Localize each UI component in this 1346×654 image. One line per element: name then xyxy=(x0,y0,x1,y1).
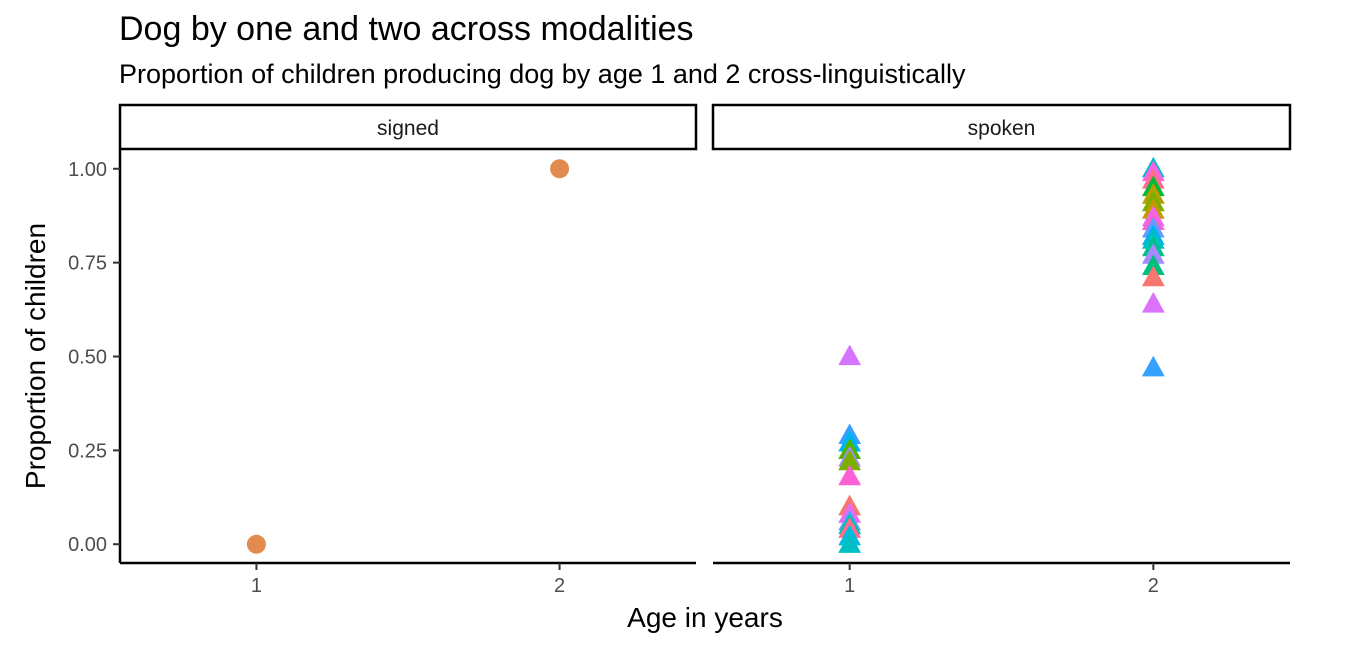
chart-title: Dog by one and two across modalities xyxy=(119,10,694,48)
facet-strip-label: spoken xyxy=(968,117,1036,140)
data-point-triangle xyxy=(838,449,862,471)
facet-panel-spoken: spoken 1 2 xyxy=(711,103,1292,597)
y-tick-label: 1.00 xyxy=(68,159,107,181)
chart-subtitle: Proportion of children producing dog by … xyxy=(119,59,966,89)
facet-strip xyxy=(118,103,698,151)
y-tick-label: 0.25 xyxy=(68,440,107,462)
data-point-triangle xyxy=(1141,355,1165,377)
facet-panels: signed 1 2 0.00 0.25 0.50 0.75 1.00 spoken 1 2 xyxy=(68,103,1292,597)
y-tick-label: 0.50 xyxy=(68,347,107,369)
facet-strip-label: signed xyxy=(377,117,439,140)
data-point-triangle xyxy=(1141,243,1165,264)
data-point-triangle xyxy=(1141,291,1165,313)
y-tick-label: 0.75 xyxy=(68,253,107,275)
x-axis-title: Age in years xyxy=(627,602,783,633)
data-point-circle xyxy=(246,534,266,554)
x-tick-label: 1 xyxy=(844,575,855,597)
data-point-triangle xyxy=(838,464,862,486)
x-tick-label: 1 xyxy=(251,575,262,597)
data-point-circle xyxy=(550,159,570,179)
facet-panel-signed: signed 1 2 0.00 0.25 0.50 0.75 1.00 xyxy=(68,103,698,597)
x-tick-label: 2 xyxy=(554,575,565,597)
data-point-triangle xyxy=(838,344,862,366)
x-tick-label: 2 xyxy=(1148,575,1159,597)
data-point-triangle xyxy=(838,532,862,553)
data-point-triangle xyxy=(1141,254,1165,276)
y-axis-title: Proportion of children xyxy=(20,223,51,489)
y-tick-label: 0.00 xyxy=(68,534,107,556)
facet-strip xyxy=(711,103,1292,151)
data-point-triangle xyxy=(1141,265,1165,287)
